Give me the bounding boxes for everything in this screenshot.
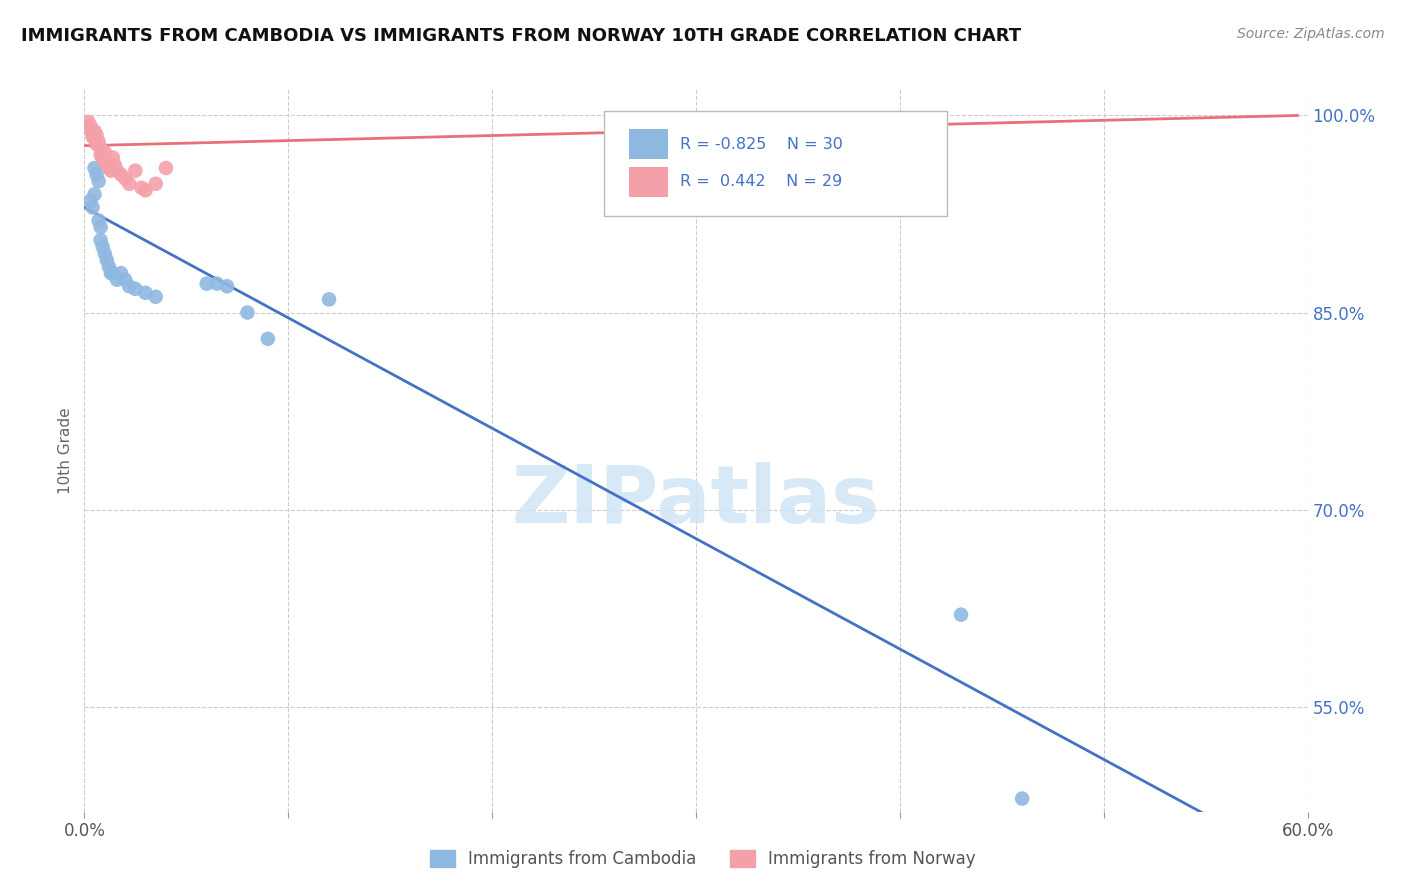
Point — [79, 119, 101, 133]
Point — [257, 332, 280, 346]
Point — [79, 194, 101, 208]
Point — [100, 163, 122, 178]
Point — [118, 279, 141, 293]
Point — [83, 187, 105, 202]
Point — [86, 137, 108, 152]
Point — [93, 246, 115, 260]
Point — [145, 290, 167, 304]
Point — [91, 151, 114, 165]
Point — [90, 233, 112, 247]
Text: R = -0.825    N = 30: R = -0.825 N = 30 — [681, 136, 844, 152]
Point — [82, 201, 104, 215]
Point — [195, 277, 218, 291]
FancyBboxPatch shape — [628, 167, 668, 197]
Point — [135, 285, 157, 300]
Point — [90, 148, 112, 162]
Point — [155, 161, 177, 175]
Point — [87, 135, 110, 149]
Point — [90, 141, 112, 155]
Text: ZIPatlas: ZIPatlas — [512, 462, 880, 540]
Point — [101, 151, 124, 165]
Point — [82, 129, 104, 144]
Point — [114, 171, 136, 186]
Point — [83, 161, 105, 175]
Point — [236, 305, 259, 319]
Point — [93, 145, 115, 160]
Point — [135, 183, 157, 197]
Point — [318, 293, 340, 307]
Point — [96, 252, 118, 267]
Point — [97, 161, 120, 175]
Point — [1011, 791, 1033, 805]
Point — [97, 260, 120, 274]
Point — [104, 158, 127, 172]
Point — [101, 266, 124, 280]
Point — [96, 157, 118, 171]
Y-axis label: 10th Grade: 10th Grade — [58, 407, 73, 494]
Text: Source: ZipAtlas.com: Source: ZipAtlas.com — [1237, 27, 1385, 41]
Point — [124, 282, 146, 296]
Point — [145, 177, 167, 191]
Point — [124, 163, 146, 178]
Point — [118, 177, 141, 191]
Point — [77, 115, 100, 129]
Point — [87, 213, 110, 227]
FancyBboxPatch shape — [628, 129, 668, 160]
Point — [87, 174, 110, 188]
Point — [217, 279, 239, 293]
Point — [83, 124, 105, 138]
Point — [86, 168, 108, 182]
Point — [91, 240, 114, 254]
Point — [82, 126, 104, 140]
Legend: Immigrants from Cambodia, Immigrants from Norway: Immigrants from Cambodia, Immigrants fro… — [423, 843, 983, 875]
Text: R =  0.442    N = 29: R = 0.442 N = 29 — [681, 174, 842, 189]
Point — [86, 128, 108, 143]
Point — [100, 266, 122, 280]
Point — [205, 277, 228, 291]
Point — [90, 220, 112, 235]
Text: IMMIGRANTS FROM CAMBODIA VS IMMIGRANTS FROM NORWAY 10TH GRADE CORRELATION CHART: IMMIGRANTS FROM CAMBODIA VS IMMIGRANTS F… — [21, 27, 1021, 45]
Point — [131, 180, 153, 194]
Point — [950, 607, 973, 622]
Point — [110, 266, 132, 280]
Point — [114, 273, 136, 287]
Point — [105, 163, 128, 178]
Point — [79, 123, 101, 137]
Point — [110, 168, 132, 182]
Point — [83, 132, 105, 146]
FancyBboxPatch shape — [605, 111, 946, 216]
Point — [105, 273, 128, 287]
Point — [93, 154, 115, 169]
